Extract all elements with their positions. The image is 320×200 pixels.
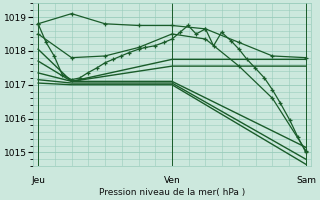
X-axis label: Pression niveau de la mer( hPa ): Pression niveau de la mer( hPa ) <box>99 188 245 197</box>
